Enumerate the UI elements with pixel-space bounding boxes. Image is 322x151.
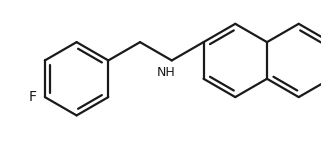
Text: F: F: [29, 90, 37, 104]
Text: NH: NH: [157, 66, 176, 79]
